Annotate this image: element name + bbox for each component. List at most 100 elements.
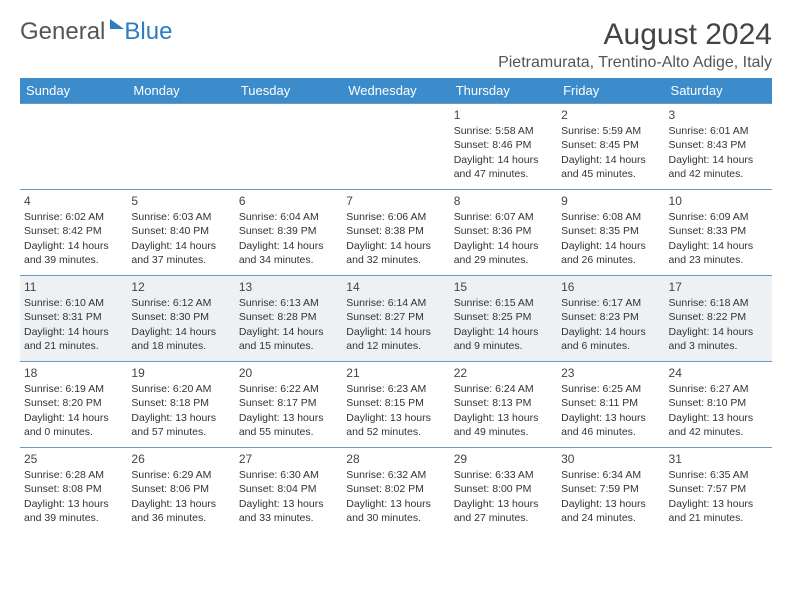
calendar-day-cell: 10Sunrise: 6:09 AMSunset: 8:33 PMDayligh… xyxy=(665,190,772,276)
day-sunset: Sunset: 8:10 PM xyxy=(669,396,768,410)
day-sunrise: Sunrise: 6:15 AM xyxy=(454,296,553,310)
day-sunset: Sunset: 7:57 PM xyxy=(669,482,768,496)
day-sunrise: Sunrise: 6:07 AM xyxy=(454,210,553,224)
day-sunrise: Sunrise: 6:12 AM xyxy=(131,296,230,310)
day-sunrise: Sunrise: 6:33 AM xyxy=(454,468,553,482)
day-sunrise: Sunrise: 6:20 AM xyxy=(131,382,230,396)
day-sunset: Sunset: 8:27 PM xyxy=(346,310,445,324)
day-daylight: Daylight: 13 hours and 30 minutes. xyxy=(346,497,445,525)
day-daylight: Daylight: 14 hours and 23 minutes. xyxy=(669,239,768,267)
day-sunset: Sunset: 8:00 PM xyxy=(454,482,553,496)
day-daylight: Daylight: 13 hours and 46 minutes. xyxy=(561,411,660,439)
day-sunrise: Sunrise: 6:10 AM xyxy=(24,296,123,310)
calendar-day-cell xyxy=(235,104,342,190)
day-number: 30 xyxy=(561,451,660,467)
day-daylight: Daylight: 13 hours and 42 minutes. xyxy=(669,411,768,439)
calendar-day-cell: 11Sunrise: 6:10 AMSunset: 8:31 PMDayligh… xyxy=(20,276,127,362)
brand-logo: General Blue xyxy=(20,18,172,46)
day-sunset: Sunset: 8:25 PM xyxy=(454,310,553,324)
day-sunset: Sunset: 8:39 PM xyxy=(239,224,338,238)
calendar-day-cell: 18Sunrise: 6:19 AMSunset: 8:20 PMDayligh… xyxy=(20,362,127,448)
day-number: 31 xyxy=(669,451,768,467)
day-sunset: Sunset: 8:17 PM xyxy=(239,396,338,410)
day-sunrise: Sunrise: 6:35 AM xyxy=(669,468,768,482)
page-header: General Blue August 2024 Pietramurata, T… xyxy=(20,18,772,72)
day-sunset: Sunset: 8:38 PM xyxy=(346,224,445,238)
calendar-day-cell: 14Sunrise: 6:14 AMSunset: 8:27 PMDayligh… xyxy=(342,276,449,362)
day-number: 11 xyxy=(24,279,123,295)
day-number: 20 xyxy=(239,365,338,381)
calendar-day-cell: 19Sunrise: 6:20 AMSunset: 8:18 PMDayligh… xyxy=(127,362,234,448)
weekday-header: Tuesday xyxy=(235,78,342,104)
day-sunset: Sunset: 8:02 PM xyxy=(346,482,445,496)
day-sunset: Sunset: 8:28 PM xyxy=(239,310,338,324)
weekday-header: Wednesday xyxy=(342,78,449,104)
day-sunset: Sunset: 8:33 PM xyxy=(669,224,768,238)
day-number: 26 xyxy=(131,451,230,467)
calendar-day-cell: 4Sunrise: 6:02 AMSunset: 8:42 PMDaylight… xyxy=(20,190,127,276)
calendar-day-cell xyxy=(127,104,234,190)
day-number: 27 xyxy=(239,451,338,467)
day-sunset: Sunset: 8:22 PM xyxy=(669,310,768,324)
day-number: 18 xyxy=(24,365,123,381)
day-number: 10 xyxy=(669,193,768,209)
day-sunset: Sunset: 8:35 PM xyxy=(561,224,660,238)
day-sunrise: Sunrise: 6:03 AM xyxy=(131,210,230,224)
day-sunrise: Sunrise: 6:30 AM xyxy=(239,468,338,482)
day-sunset: Sunset: 8:06 PM xyxy=(131,482,230,496)
day-number: 7 xyxy=(346,193,445,209)
day-sunrise: Sunrise: 6:09 AM xyxy=(669,210,768,224)
day-daylight: Daylight: 14 hours and 34 minutes. xyxy=(239,239,338,267)
calendar-week-row: 18Sunrise: 6:19 AMSunset: 8:20 PM Dayligh… xyxy=(20,362,772,448)
day-number: 21 xyxy=(346,365,445,381)
day-sunset: Sunset: 8:40 PM xyxy=(131,224,230,238)
day-daylight: Daylight: 14 hours and 9 minutes. xyxy=(454,325,553,353)
day-number: 23 xyxy=(561,365,660,381)
day-daylight: Daylight: 14 hours and 26 minutes. xyxy=(561,239,660,267)
day-sunrise: Sunrise: 6:18 AM xyxy=(669,296,768,310)
calendar-week-row: 11Sunrise: 6:10 AMSunset: 8:31 PM Dayligh… xyxy=(20,276,772,362)
calendar-day-cell: 22Sunrise: 6:24 AMSunset: 8:13 PMDayligh… xyxy=(450,362,557,448)
day-sunset: Sunset: 8:36 PM xyxy=(454,224,553,238)
day-daylight: Daylight: 14 hours and 29 minutes. xyxy=(454,239,553,267)
day-sunset: Sunset: 8:18 PM xyxy=(131,396,230,410)
calendar-day-cell: 9Sunrise: 6:08 AMSunset: 8:35 PMDaylight… xyxy=(557,190,664,276)
day-number: 4 xyxy=(24,193,123,209)
day-number: 13 xyxy=(239,279,338,295)
day-sunset: Sunset: 8:46 PM xyxy=(454,138,553,152)
day-daylight: Daylight: 13 hours and 36 minutes. xyxy=(131,497,230,525)
location-subtitle: Pietramurata, Trentino-Alto Adige, Italy xyxy=(498,54,772,72)
day-sunrise: Sunrise: 6:08 AM xyxy=(561,210,660,224)
day-sunset: Sunset: 8:31 PM xyxy=(24,310,123,324)
calendar-day-cell: 21Sunrise: 6:23 AMSunset: 8:15 PMDayligh… xyxy=(342,362,449,448)
calendar-body: 1Sunrise: 5:58 AMSunset: 8:46 PM Daylight… xyxy=(20,104,772,534)
calendar-day-cell: 25Sunrise: 6:28 AMSunset: 8:08 PMDayligh… xyxy=(20,448,127,534)
calendar-day-cell: 5Sunrise: 6:03 AMSunset: 8:40 PMDaylight… xyxy=(127,190,234,276)
day-sunrise: Sunrise: 6:23 AM xyxy=(346,382,445,396)
day-sunset: Sunset: 8:04 PM xyxy=(239,482,338,496)
calendar-week-row: 4Sunrise: 6:02 AMSunset: 8:42 PMDaylight… xyxy=(20,190,772,276)
day-sunset: Sunset: 7:59 PM xyxy=(561,482,660,496)
calendar-table: SundayMondayTuesdayWednesdayThursdayFrid… xyxy=(20,78,772,534)
month-title: August 2024 xyxy=(498,18,772,52)
calendar-day-cell xyxy=(342,104,449,190)
day-number: 19 xyxy=(131,365,230,381)
day-number: 24 xyxy=(669,365,768,381)
day-sunrise: Sunrise: 6:28 AM xyxy=(24,468,123,482)
day-sunrise: Sunrise: 5:58 AM xyxy=(454,124,553,138)
day-number: 12 xyxy=(131,279,230,295)
day-sunrise: Sunrise: 6:19 AM xyxy=(24,382,123,396)
day-sunrise: Sunrise: 6:29 AM xyxy=(131,468,230,482)
day-sunrise: Sunrise: 6:04 AM xyxy=(239,210,338,224)
day-number: 1 xyxy=(454,107,553,123)
day-sunrise: Sunrise: 6:17 AM xyxy=(561,296,660,310)
calendar-day-cell: 23Sunrise: 6:25 AMSunset: 8:11 PMDayligh… xyxy=(557,362,664,448)
weekday-header: Monday xyxy=(127,78,234,104)
calendar-day-cell: 26Sunrise: 6:29 AMSunset: 8:06 PMDayligh… xyxy=(127,448,234,534)
day-sunset: Sunset: 8:15 PM xyxy=(346,396,445,410)
calendar-day-cell: 1Sunrise: 5:58 AMSunset: 8:46 PMDaylight… xyxy=(450,104,557,190)
calendar-day-cell: 20Sunrise: 6:22 AMSunset: 8:17 PMDayligh… xyxy=(235,362,342,448)
day-number: 22 xyxy=(454,365,553,381)
day-sunset: Sunset: 8:20 PM xyxy=(24,396,123,410)
day-daylight: Daylight: 14 hours and 32 minutes. xyxy=(346,239,445,267)
